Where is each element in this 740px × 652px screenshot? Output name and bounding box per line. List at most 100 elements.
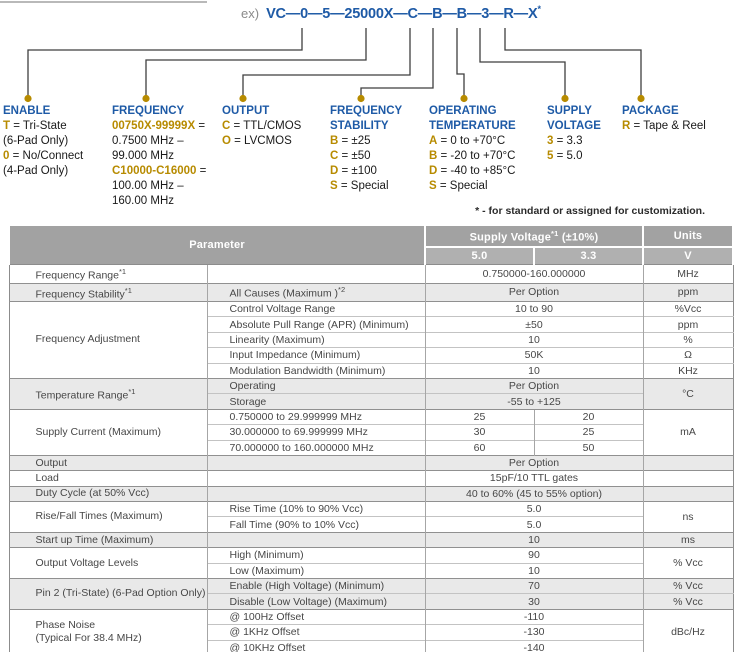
field-line: (6-Pad Only) <box>3 135 69 147</box>
unit-cell: °C <box>642 377 733 410</box>
param-cell: Frequency Range*1 <box>9 264 207 283</box>
unit-cell: ms <box>642 531 733 548</box>
param-cell: Output Voltage Levels <box>9 547 207 579</box>
sub-param-cell: Input Impedance (Minimum) <box>206 347 425 364</box>
field-line: B = ±25 <box>330 135 371 147</box>
field-line: R = Tape & Reel <box>622 120 706 132</box>
value-cell: 50 <box>533 439 643 456</box>
ordering-field-operating-temperature: OPERATING TEMPERATURE A = 0 to +70°C B = -2… <box>429 104 516 194</box>
field-title: PACKAGE <box>622 105 679 117</box>
param-cell: Supply Current (Maximum) <box>9 408 207 456</box>
option-code: B <box>330 135 339 147</box>
ordering-field-frequency: FREQUENCY 00750X-99999X = 0.7500 MHz – 99.0… <box>112 104 206 209</box>
sub-param-cell: Low (Maximum) <box>206 562 425 579</box>
sub-param-cell: Enable (High Voltage) (Minimum) <box>206 578 425 594</box>
connector-line-operating-temperature <box>456 28 465 95</box>
sub-param-cell: High (Minimum) <box>206 547 425 564</box>
connector-line-frequency <box>145 28 367 95</box>
sub-param-cell: 30.000000 to 69.999999 MHz <box>206 424 425 441</box>
field-line: C = ±50 <box>330 150 371 162</box>
field-line: C = TTL/CMOS <box>222 120 302 132</box>
spec-row: Fall Time (90% to 10% Vcc) 5.0 <box>9 516 733 533</box>
header-supply-voltage-text: Supply Voltage <box>469 231 552 244</box>
field-title: OUTPUT <box>222 105 270 117</box>
param-cell: Phase Noise (Typical For 38.4 MHz) <box>9 608 207 652</box>
value-cell: -130 <box>424 624 643 641</box>
option-code: B <box>429 150 438 162</box>
value-cell: -110 <box>424 608 643 625</box>
example-prefix: ex) <box>241 5 260 21</box>
field-title: STABILITY <box>330 120 389 132</box>
sub-param-cell <box>206 454 425 471</box>
sub-param-cell: Disable (Low Voltage) (Maximum) <box>206 593 425 610</box>
sub-param-cell <box>206 485 425 502</box>
param-cell: Duty Cycle (at 50% Vcc) <box>9 485 207 502</box>
value-cell: Per Option <box>424 377 643 394</box>
unit-cell: Ω <box>642 347 733 364</box>
value-cell: 90 <box>424 547 643 564</box>
unit-cell: KHz <box>642 362 733 379</box>
spec-row: Frequency Adjustment Control Voltage Rang… <box>9 300 733 379</box>
field-title: ENABLE <box>3 105 51 117</box>
option-code: D <box>429 165 438 177</box>
field-line: 5 = 5.0 <box>547 150 583 162</box>
sub-param-cell: @ 1KHz Offset <box>206 624 425 641</box>
spec-row: Duty Cycle (at 50% Vcc) 40 to 60% (45 to … <box>9 485 733 502</box>
spec-row: Start up Time (Maximum) 10 ms <box>9 531 733 548</box>
spec-row: Rise/Fall Times (Maximum) Rise Time (10% … <box>9 501 733 533</box>
param-cell: Temperature Range*1 <box>9 377 207 410</box>
sub-param-cell: Operating <box>206 377 425 394</box>
field-dot-enable <box>24 94 32 103</box>
unit-cell: ppm <box>642 282 733 302</box>
field-title: OPERATING <box>429 105 497 117</box>
part-number-star: * <box>537 4 541 14</box>
option-code: C <box>222 120 231 132</box>
spec-row: Input Impedance (Minimum) 50K Ω <box>9 347 733 364</box>
field-line: S = Special <box>429 180 488 192</box>
field-line: D = -40 to +85°C <box>429 165 516 177</box>
field-line: 3 = 3.3 <box>547 135 583 147</box>
value-cell: 10 <box>424 531 643 548</box>
sub-param-cell <box>206 531 425 548</box>
sub-param-cell: All Causes (Maximum )*2 <box>206 282 425 302</box>
value-cell: 5.0 <box>424 501 643 517</box>
option-code: A <box>429 135 438 147</box>
param-cell: Output <box>9 454 207 471</box>
param-cell: Load <box>9 470 207 487</box>
field-title: TEMPERATURE <box>429 120 516 132</box>
option-code: R <box>622 120 631 132</box>
value-cell: 0.750000-160.000000 <box>424 264 643 283</box>
option-code: T <box>3 120 11 132</box>
part-number-example: ex) VC—0—5—25000X—C—B—B—3—R—X* <box>241 4 541 22</box>
value-cell: 40 to 60% (45 to 55% option) <box>424 485 643 502</box>
value-cell: -55 to +125 <box>424 393 643 410</box>
header-supply-voltage: Supply Voltage*1 (±10%) <box>424 224 644 248</box>
field-line: A = 0 to +70°C <box>429 135 506 147</box>
sub-param-cell: Control Voltage Range <box>206 300 425 317</box>
spec-row: Supply Current (Maximum) 0.750000 to 29.9… <box>9 408 733 456</box>
spec-row: Frequency Stability*1 All Causes (Maximum… <box>9 282 733 302</box>
field-line: (4-Pad Only) <box>3 165 69 177</box>
sub-param-cell: Storage <box>206 393 425 410</box>
field-title: VOLTAGE <box>547 120 601 132</box>
connector-line-supply-voltage <box>479 28 566 95</box>
unit-cell: % Vcc <box>642 547 733 579</box>
value-cell: ±50 <box>424 316 643 333</box>
param-cell: Frequency Stability*1 <box>9 282 207 302</box>
spec-row: Linearity (Maximum) 10% <box>9 331 733 348</box>
spec-row: @ 1KHz Offset -130 <box>9 624 733 641</box>
field-dot-operating-temperature <box>460 94 468 103</box>
unit-cell <box>642 485 733 502</box>
sub-param-cell <box>206 470 425 487</box>
param-cell: Start up Time (Maximum) <box>9 531 207 548</box>
spec-row: Frequency Range*1 0.750000-160.000000 MHz <box>9 264 733 283</box>
option-code: C <box>330 150 339 162</box>
connector-line-frequency-stability <box>360 28 434 95</box>
option-code: 5 <box>547 150 554 162</box>
field-dot-package <box>637 94 645 103</box>
field-dot-frequency <box>142 94 150 103</box>
option-code: S <box>429 180 437 192</box>
sub-param-cell: Linearity (Maximum) <box>206 331 425 348</box>
value-cell: 10 <box>424 562 643 579</box>
sub-param-cell: 70.000000 to 160.000000 MHz <box>206 439 425 456</box>
